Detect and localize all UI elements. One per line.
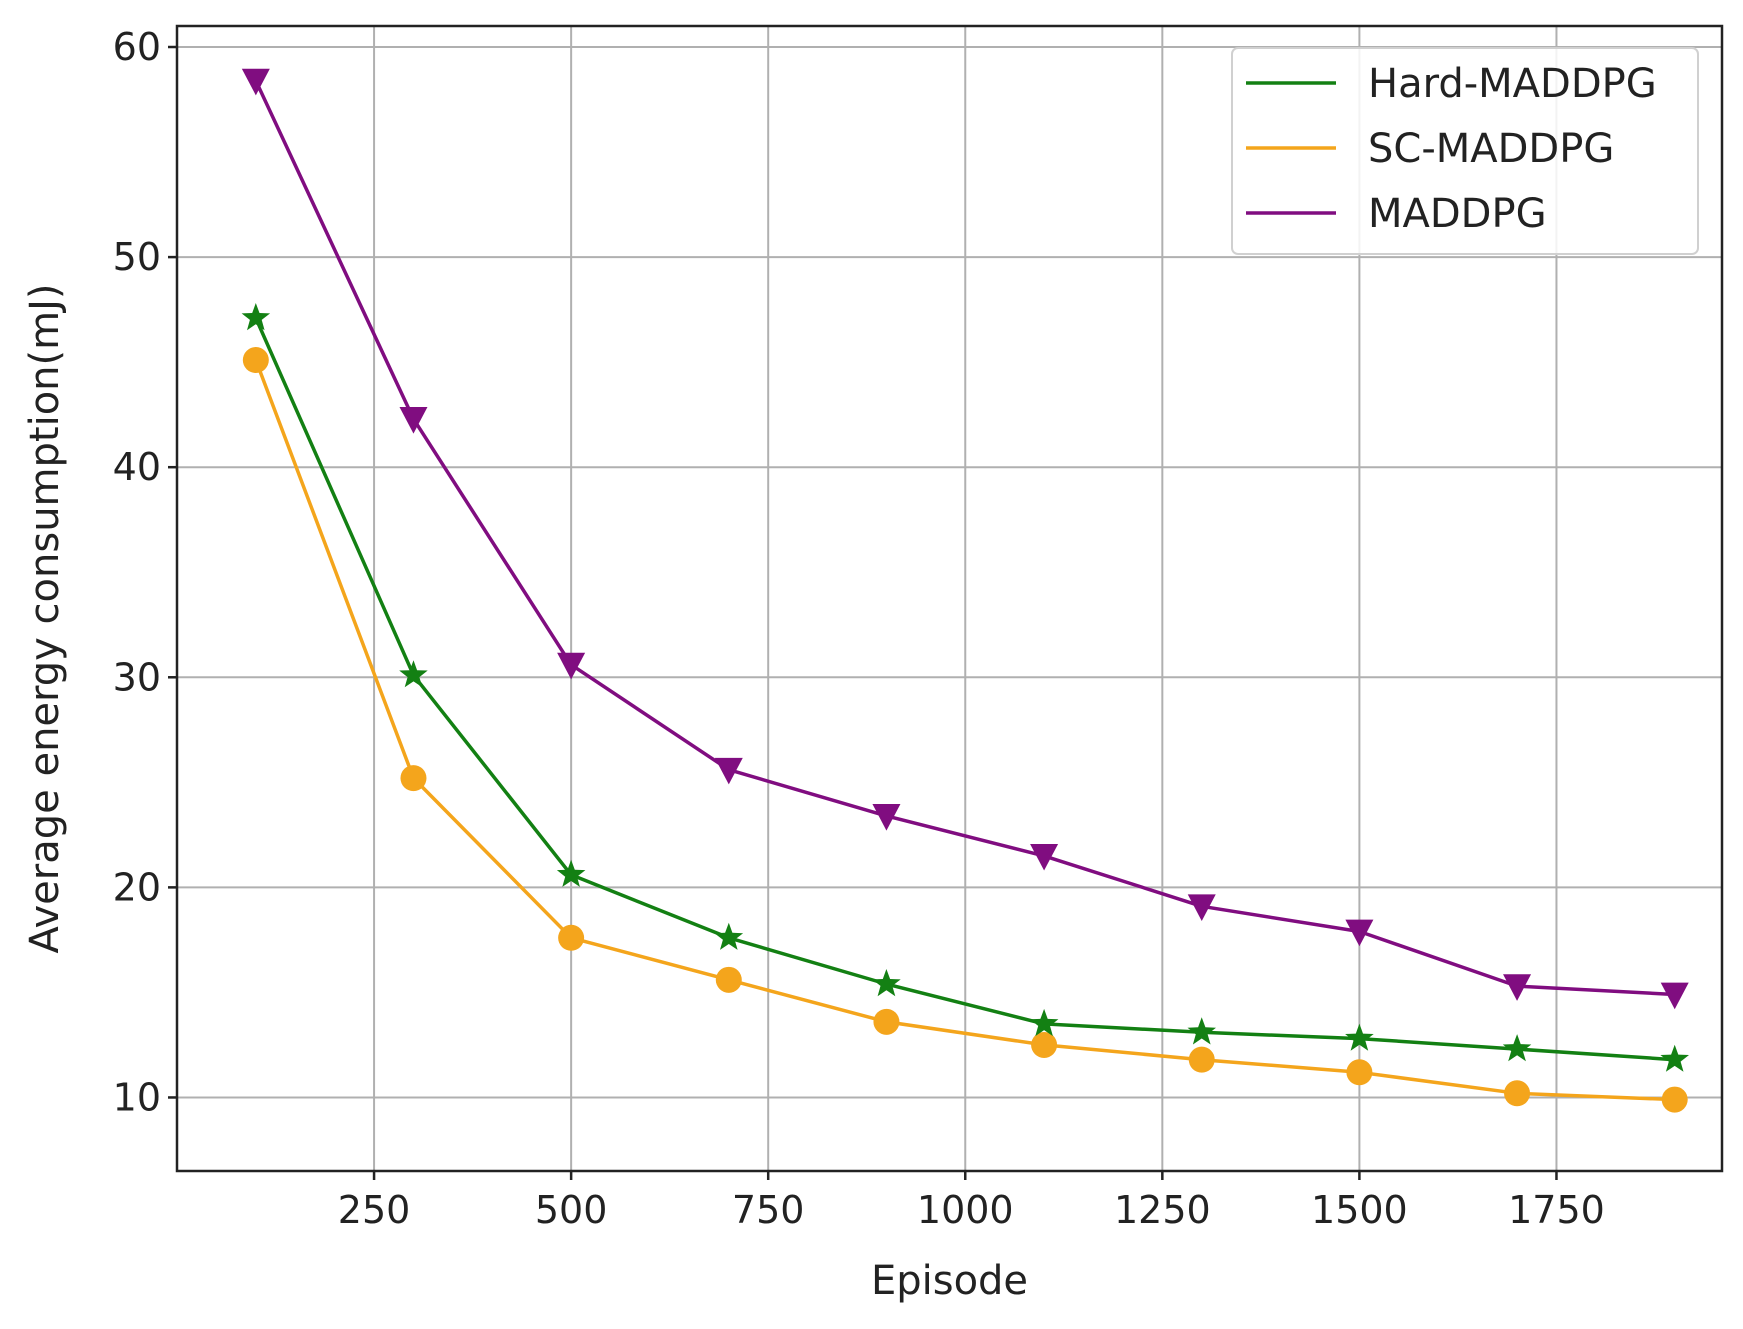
x-tick-label: 250 [338, 1188, 411, 1232]
data-point [399, 660, 428, 688]
x-tick-label: 1000 [917, 1188, 1014, 1232]
y-tick-label: 60 [113, 25, 161, 69]
data-point [872, 969, 901, 997]
y-tick-label: 20 [113, 865, 161, 909]
data-point [556, 859, 586, 887]
x-axis-label: Episode [871, 1258, 1028, 1304]
axes-layer [175, 24, 1724, 1173]
data-point [242, 347, 269, 374]
y-axis-label: Average energy consumption(mJ) [22, 283, 68, 953]
legend-label: SC-MADDPG [1368, 126, 1614, 172]
plot-frame [175, 24, 1724, 1173]
legend-box [1231, 47, 1699, 255]
ticks-layer: 250 500 750 1000 1250 1500 1750 10 20 30 40 50 60 [113, 25, 1605, 1232]
data-point [715, 966, 742, 993]
series-line [254, 79, 1675, 997]
y-tick-label: 40 [113, 445, 161, 489]
series-line [254, 317, 1675, 1062]
series-layer [241, 68, 1689, 1113]
data-point [1346, 1059, 1373, 1086]
data-point [558, 924, 585, 951]
y-tick-label: 30 [113, 655, 161, 699]
y-tick-label: 50 [113, 235, 161, 279]
series-maddpg [241, 68, 1689, 1010]
data-point [714, 757, 743, 785]
data-point [1345, 919, 1374, 947]
data-point [1187, 894, 1216, 921]
data-point [1503, 974, 1532, 1001]
data-point [400, 765, 427, 792]
legend-label: MADDPG [1368, 191, 1547, 237]
data-point [1188, 1046, 1215, 1073]
data-point [714, 922, 744, 950]
x-tick-label: 750 [732, 1188, 805, 1232]
data-point [241, 303, 271, 331]
legend-label: Hard-MADDPG [1368, 61, 1657, 107]
data-point [1029, 1008, 1059, 1037]
data-point [399, 406, 428, 434]
data-point [1661, 1086, 1688, 1113]
data-point [1504, 1080, 1531, 1107]
x-tick-label: 1500 [1311, 1188, 1408, 1232]
series-line [254, 359, 1675, 1102]
data-point [1187, 1017, 1216, 1045]
data-point [1030, 843, 1059, 871]
data-point [873, 1008, 900, 1035]
series-hard-maddpg [241, 303, 1689, 1072]
data-point [241, 68, 270, 96]
data-point [1345, 1023, 1374, 1051]
data-point [1660, 1044, 1689, 1072]
data-point [872, 804, 901, 831]
legend: Hard-MADDPG SC-MADDPG MADDPG [1231, 47, 1699, 255]
x-tick-label: 1750 [1508, 1188, 1605, 1232]
x-tick-label: 500 [535, 1188, 608, 1232]
x-tick-label: 1250 [1114, 1188, 1211, 1232]
y-tick-label: 10 [113, 1075, 161, 1119]
data-point [1660, 982, 1689, 1010]
data-point [557, 652, 586, 680]
series-sc-maddpg [242, 347, 1688, 1113]
data-point [1502, 1034, 1532, 1062]
data-point [1031, 1031, 1058, 1058]
